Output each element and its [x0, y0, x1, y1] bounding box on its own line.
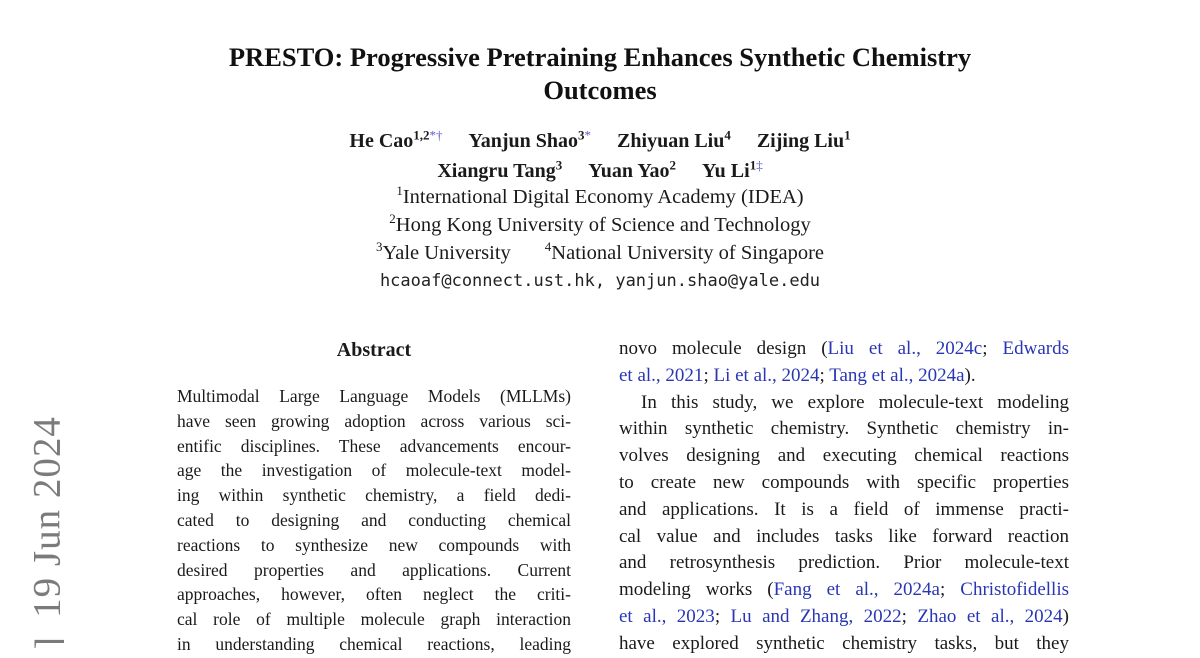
body-text: to create new compounds with specific pr…: [619, 471, 1069, 493]
body-text-line: volves designing and executing chemical …: [619, 443, 1069, 470]
contact-emails: hcaoaf@connect.ust.hk, yanjun.shao@yale.…: [379, 271, 821, 291]
body-text-line: et al., 2023; Lu and Zhang, 2022; Zhao e…: [619, 604, 1069, 631]
author-footnote-mark: *†: [429, 127, 443, 143]
citation-link[interactable]: Lu and Zhang, 2022: [730, 605, 902, 627]
citation-link[interactable]: Li et al., 2024: [713, 364, 820, 386]
citation-link[interactable]: Tang et al., 2024a: [829, 364, 965, 386]
body-text: within synthetic chemistry. Synthetic ch…: [619, 418, 1069, 440]
body-text: ): [1062, 605, 1069, 627]
author-affiliation-number: 2: [669, 157, 677, 173]
body-text-line: have explored synthetic chemistry tasks,…: [619, 631, 1069, 658]
body-text: ;: [939, 579, 961, 601]
bracket-glyph: ]: [30, 637, 64, 648]
abstract-line: have seen growing adoption across variou…: [177, 410, 571, 431]
arxiv-banner-date: 19 Jun 2024: [25, 416, 69, 618]
affiliations-block: 1International Digital Economy Academy (…: [0, 183, 1200, 267]
author-name: Xiangru Tang3: [437, 157, 563, 182]
author-footnote-mark: ‡: [756, 157, 763, 173]
author-name: He Cao1,2*†: [349, 127, 443, 152]
abstract-line: reactions to synthesize new compounds wi…: [177, 534, 571, 555]
abstract-line: ing within synthetic chemistry, a field …: [177, 485, 571, 506]
body-text-line: within synthetic chemistry. Synthetic ch…: [619, 416, 1069, 443]
affiliation-number: 3: [375, 239, 383, 255]
citation-link[interactable]: Fang et al., 2024a: [773, 579, 940, 601]
arxiv-banner-bracket-fragment: ]: [30, 636, 64, 648]
abstract-line: entific disciplines. These advancements …: [177, 435, 571, 456]
body-text-line: modeling works (Fang et al., 2024a; Chri…: [619, 577, 1069, 604]
author-affiliation-number: 4: [724, 127, 731, 143]
body-text-line: and applications. It is a field of immen…: [619, 497, 1069, 524]
authors-block: He Cao1,2*† Yanjun Shao3* Zhiyuan Liu4 Ziji…: [0, 126, 1200, 186]
author-name: Yuan Yao2: [588, 157, 677, 182]
abstract-line: cal role of multiple molecule graph inte…: [177, 609, 571, 630]
body-text: ).: [964, 364, 976, 386]
title-line-2: Outcomes: [543, 75, 657, 105]
body-text: novo molecule design (: [619, 338, 828, 359]
body-text-line: and retrosynthesis prediction. Prior mol…: [619, 550, 1069, 577]
author-name: Yu Li1‡: [702, 157, 763, 182]
body-text: ;: [703, 364, 714, 386]
affiliation-line: 3Yale University 4National University of …: [0, 239, 1200, 267]
abstract-line: desired properties and applications. Cur…: [177, 559, 571, 580]
citation-link[interactable]: Liu et al., 2024c: [827, 338, 983, 359]
body-text: ;: [819, 364, 830, 386]
abstract-heading: Abstract: [336, 339, 412, 361]
author-affiliation-number: 1,2: [413, 127, 430, 143]
affiliation: 4National University of Singapore: [544, 239, 825, 264]
affiliation-number: 1: [396, 183, 403, 199]
body-text-line: cal value and includes tasks like forwar…: [619, 524, 1069, 551]
affiliation: 1International Digital Economy Academy (…: [396, 183, 804, 208]
title-line-1: PRESTO: Progressive Pretraining Enhances…: [228, 42, 972, 72]
body-text: and retrosynthesis prediction. Prior mol…: [619, 552, 1069, 574]
abstract-line: cated to designing and conducting chemic…: [177, 509, 571, 530]
body-text-line: In this study, we explore molecule-text …: [619, 390, 1069, 417]
author-name: Zijing Liu1: [756, 127, 851, 152]
body-text: ;: [901, 605, 918, 627]
abstract-line: Multimodal Large Language Models (MLLMs): [177, 386, 571, 406]
affiliation: 2Hong Kong University of Science and Tec…: [389, 211, 811, 236]
author-row: He Cao1,2*† Yanjun Shao3* Zhiyuan Liu4 Ziji…: [0, 126, 1200, 156]
affiliation-number: 2: [389, 211, 396, 227]
body-text: modeling works (: [619, 579, 774, 601]
author-row: Xiangru Tang3 Yuan Yao2 Yu Li1‡: [0, 156, 1200, 186]
affiliation: 3Yale University: [375, 239, 511, 264]
introduction-column: novo molecule design (Liu et al., 2024c;…: [619, 336, 1069, 658]
citation-link[interactable]: et al., 2021: [619, 364, 704, 386]
body-text-line: novo molecule design (Liu et al., 2024c;…: [619, 336, 1069, 363]
affiliation-number: 4: [544, 239, 552, 255]
author-affiliation-number: 1: [749, 157, 757, 173]
abstract-body: Multimodal Large Language Models (MLLMs)…: [177, 384, 571, 657]
author-name: Yanjun Shao3*: [468, 127, 592, 152]
citation-link[interactable]: Christofidellis: [960, 579, 1070, 601]
body-text: ;: [982, 338, 1003, 359]
body-text: cal value and includes tasks like forwar…: [619, 525, 1069, 547]
author-name: Zhiyuan Liu4: [617, 127, 731, 152]
author-affiliation-number: 1: [844, 127, 851, 143]
body-text: ;: [714, 605, 731, 627]
abstract-line: in understanding chemical reactions, lea…: [177, 633, 571, 654]
body-text: and applications. It is a field of immen…: [619, 498, 1069, 520]
author-affiliation-number: 3: [578, 127, 585, 143]
citation-link[interactable]: et al., 2023: [619, 605, 715, 627]
abstract-line: age the investigation of molecule-text m…: [177, 460, 571, 481]
body-text: In this study, we explore molecule-text …: [641, 391, 1069, 413]
citation-link[interactable]: Zhao et al., 2024: [917, 605, 1063, 627]
abstract-line: approaches, however, often neglect the c…: [177, 584, 571, 605]
author-footnote-mark: *: [584, 127, 592, 143]
affiliation-line: 1International Digital Economy Academy (…: [0, 183, 1200, 211]
body-text: have explored synthetic chemistry tasks,…: [619, 632, 1069, 654]
body-text: volves designing and executing chemical …: [619, 445, 1069, 467]
body-text-line: to create new compounds with specific pr…: [619, 470, 1069, 497]
author-affiliation-number: 3: [555, 157, 563, 173]
affiliation-line: 2Hong Kong University of Science and Tec…: [0, 211, 1200, 239]
body-text-line: et al., 2021; Li et al., 2024; Tang et a…: [619, 363, 1069, 390]
citation-link[interactable]: Edwards: [1002, 338, 1069, 359]
paper-title: PRESTO: Progressive Pretraining Enhances…: [0, 41, 1200, 107]
